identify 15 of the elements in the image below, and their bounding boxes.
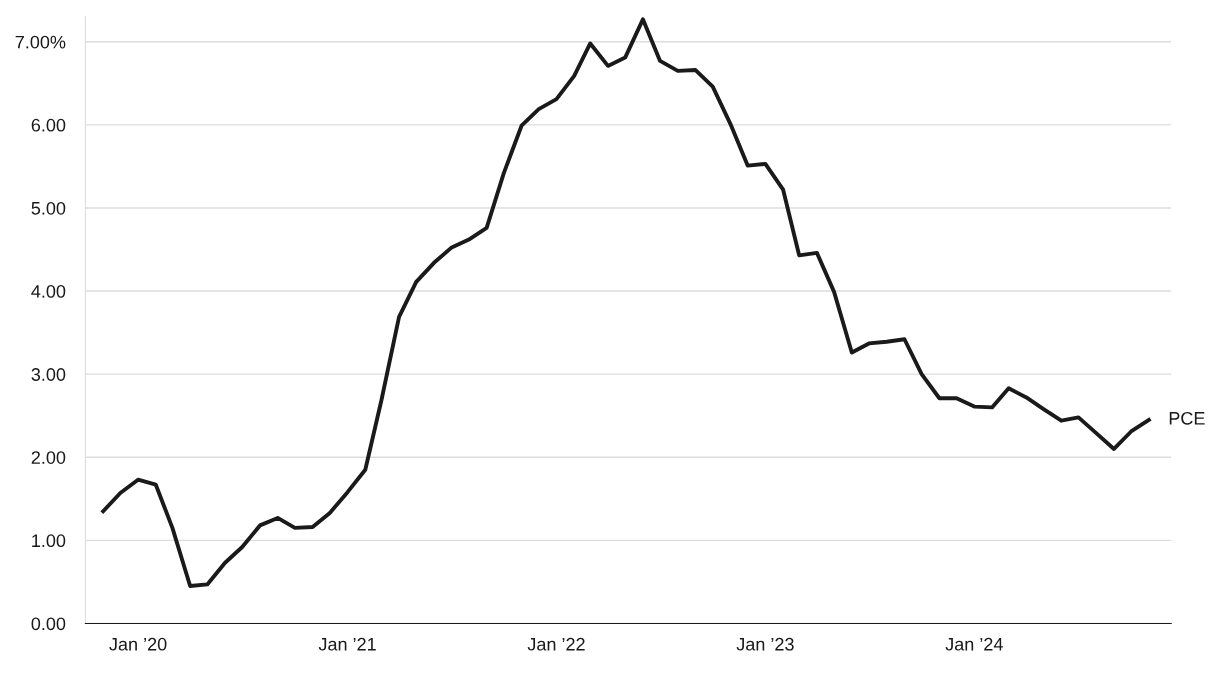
y-tick-label: 6.00: [31, 118, 66, 132]
x-tick-label: Jan ’23: [736, 637, 794, 651]
y-tick-label: 2.00: [31, 451, 66, 464]
y-tick-label: 4.00: [31, 285, 66, 298]
series-label: PCE: [1169, 411, 1205, 425]
x-tick-label: Jan ’20: [109, 637, 167, 651]
x-tick-label: Jan ’21: [318, 637, 376, 651]
x-tick-label: Jan ’22: [527, 637, 585, 651]
y-tick-label: 5.00: [31, 201, 66, 215]
y-tick-label: 1.00: [32, 534, 66, 548]
y-tick-label: 0.00: [31, 617, 66, 631]
y-tick-label: 3.00: [31, 368, 66, 381]
x-tick-label: Jan ’24: [945, 637, 1003, 651]
line-series: [101, 17, 1151, 589]
y-tick-label: 7.00%: [15, 35, 66, 49]
